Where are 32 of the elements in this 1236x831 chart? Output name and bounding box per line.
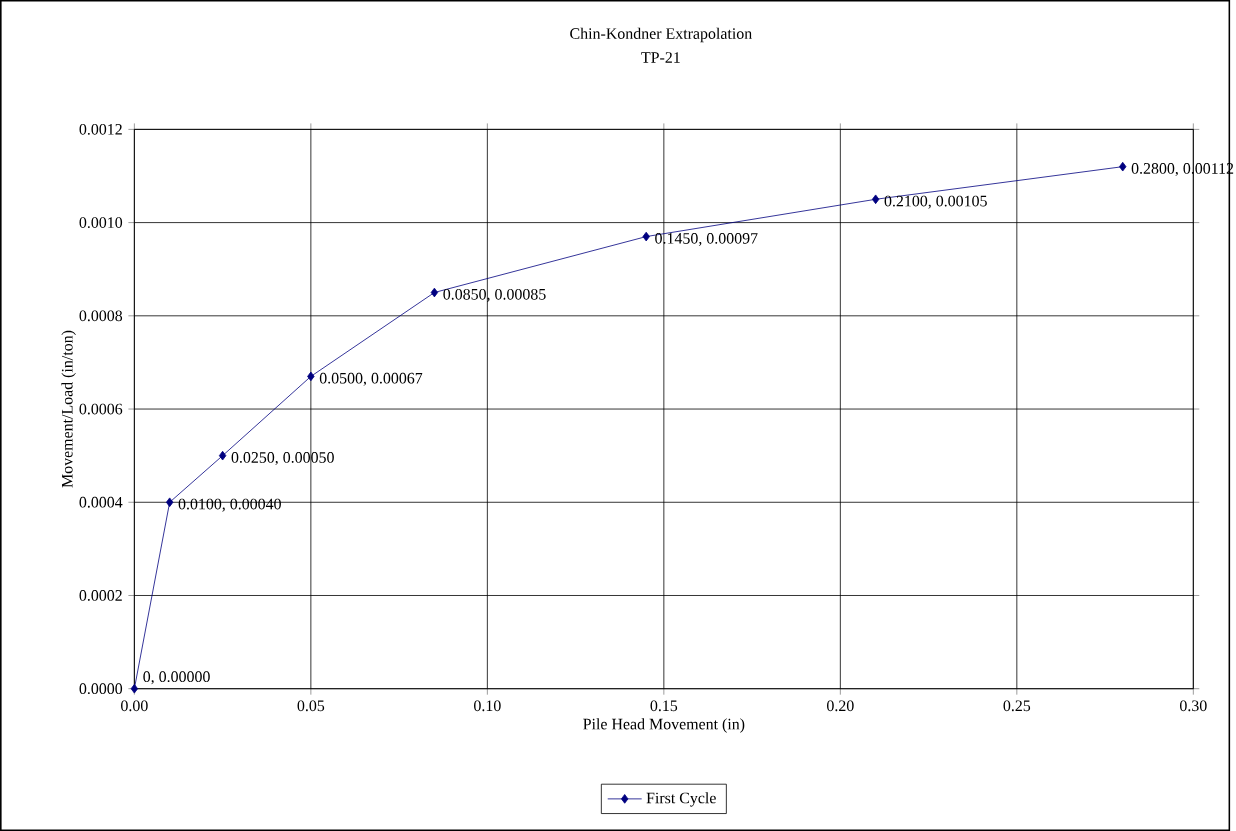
data-label: 0.0250, 0.00050 bbox=[231, 452, 334, 466]
chart-subtitle: TP-21 bbox=[641, 52, 680, 63]
legend-label: First Cycle bbox=[646, 792, 716, 807]
y-tick-label: 0.0006 bbox=[79, 403, 123, 415]
y-tick-label: 0.0010 bbox=[79, 217, 123, 228]
point bbox=[642, 231, 650, 242]
point bbox=[165, 497, 174, 508]
data-label: 0.0500, 0.00067 bbox=[319, 372, 423, 386]
y-axis-title: Movement/Load (in/ton) bbox=[61, 330, 76, 488]
x-tick-label: 0.20 bbox=[827, 700, 854, 712]
y-tick-label: 0.0002 bbox=[79, 590, 122, 601]
x-tick-label: 0.30 bbox=[1179, 700, 1207, 712]
point bbox=[430, 287, 439, 298]
data-label: 0.1450, 0.00097 bbox=[655, 232, 758, 247]
point bbox=[871, 194, 880, 205]
point bbox=[130, 683, 139, 694]
x-tick-label: 0.25 bbox=[1003, 700, 1031, 712]
y-tick-label: 0.0008 bbox=[79, 310, 123, 322]
y-tick-label: 0.0004 bbox=[79, 496, 123, 508]
x-axis-title: Pile Head Movement (in) bbox=[583, 718, 745, 733]
data-label: 0.2100, 0.00105 bbox=[884, 195, 987, 209]
x-tick-label: 0.00 bbox=[121, 700, 148, 712]
y-tick-label: 0.0012 bbox=[79, 123, 122, 135]
point bbox=[307, 371, 315, 382]
chart-title: Chin-Kondner Extrapolation bbox=[570, 27, 752, 43]
x-tick-label: 0.10 bbox=[474, 700, 501, 712]
point bbox=[218, 450, 227, 461]
x-tick-label: 0.15 bbox=[650, 700, 678, 712]
x-tick-label: 0.05 bbox=[297, 700, 325, 712]
data-label: 0, 0.00000 bbox=[143, 671, 210, 685]
y-tick-label: 0.0000 bbox=[79, 683, 123, 695]
point bbox=[1119, 161, 1127, 172]
